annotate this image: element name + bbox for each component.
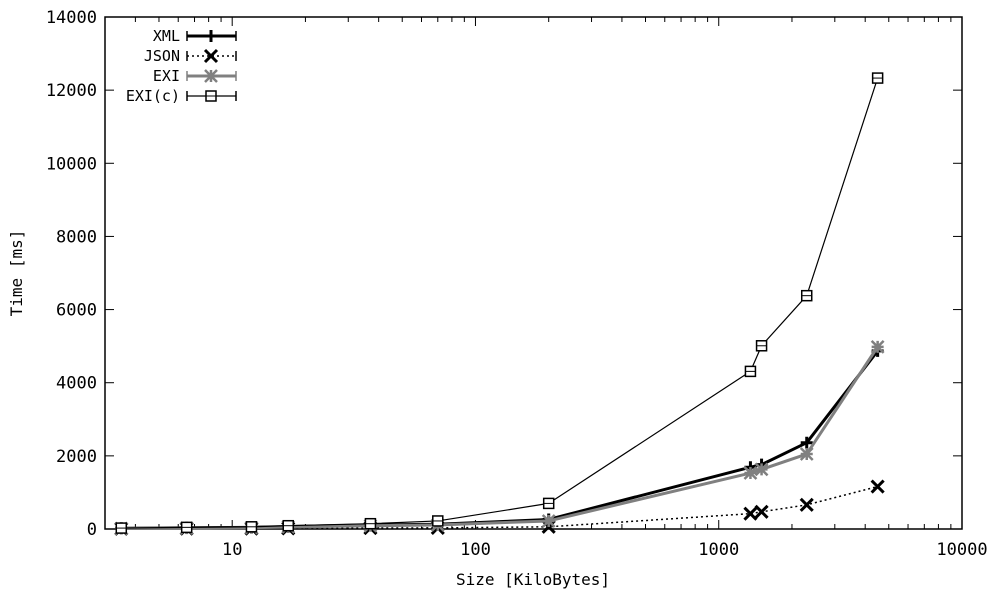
legend: XML JSON EXI EXI(c) (126, 27, 237, 105)
y-tick-label: 8000 (56, 227, 97, 247)
data-point (755, 340, 768, 352)
data-point (115, 522, 128, 534)
series-xml (115, 344, 884, 535)
data-point (800, 289, 813, 302)
data-point (743, 506, 758, 521)
legend-marker (205, 30, 217, 42)
data-point (754, 504, 769, 519)
series-line (121, 77, 879, 529)
data-point (743, 466, 758, 480)
series-line (121, 349, 879, 530)
data-point (282, 519, 295, 532)
y-axis: 0 2000 4000 6000 8000 10000 12000 14000 (46, 8, 962, 540)
data-point (870, 479, 885, 494)
x-tick-label: 10000 (936, 540, 987, 560)
x-axis: 10 100 1000 10000 (104, 17, 988, 560)
series-line (121, 346, 879, 530)
x-axis-title: Size [KiloBytes] (456, 570, 610, 589)
legend-marker (204, 69, 218, 83)
y-tick-label: 14000 (46, 8, 97, 28)
legend-label: JSON (144, 47, 180, 65)
legend-label: XML (153, 27, 180, 45)
data-point (432, 515, 444, 527)
data-point (542, 497, 555, 510)
data-point (870, 339, 885, 354)
legend-item-exi: EXI (153, 67, 237, 85)
data-point (800, 436, 813, 449)
y-axis-title: Time [ms] (7, 230, 26, 317)
data-point (799, 447, 814, 461)
y-tick-label: 4000 (56, 374, 97, 394)
series-layer (114, 72, 885, 536)
data-point (364, 517, 377, 530)
legend-marker (205, 90, 217, 102)
data-point (180, 521, 193, 534)
plot-frame (104, 16, 963, 530)
y-tick-label: 6000 (56, 301, 97, 321)
data-point (245, 521, 258, 533)
legend-item-exi-c: EXI(c) (126, 87, 237, 105)
series-exi-c (115, 72, 884, 534)
data-point (871, 72, 884, 84)
legend-label: EXI (153, 67, 180, 85)
y-tick-label: 12000 (46, 81, 97, 101)
x-tick-label: 1000 (698, 540, 739, 560)
data-point (541, 514, 556, 528)
data-point (754, 462, 769, 477)
x-tick-label: 100 (460, 540, 491, 560)
y-tick-label: 2000 (56, 447, 97, 467)
data-point (799, 497, 814, 512)
y-tick-label: 10000 (46, 154, 97, 174)
y-tick-label: 0 (87, 520, 97, 540)
legend-label: EXI(c) (126, 87, 180, 105)
legend-item-json: JSON (144, 47, 237, 65)
legend-item-xml: XML (153, 27, 237, 45)
data-point (744, 365, 757, 378)
series-exi (114, 339, 885, 536)
legend-marker (203, 48, 219, 64)
x-tick-label: 10 (222, 540, 242, 560)
